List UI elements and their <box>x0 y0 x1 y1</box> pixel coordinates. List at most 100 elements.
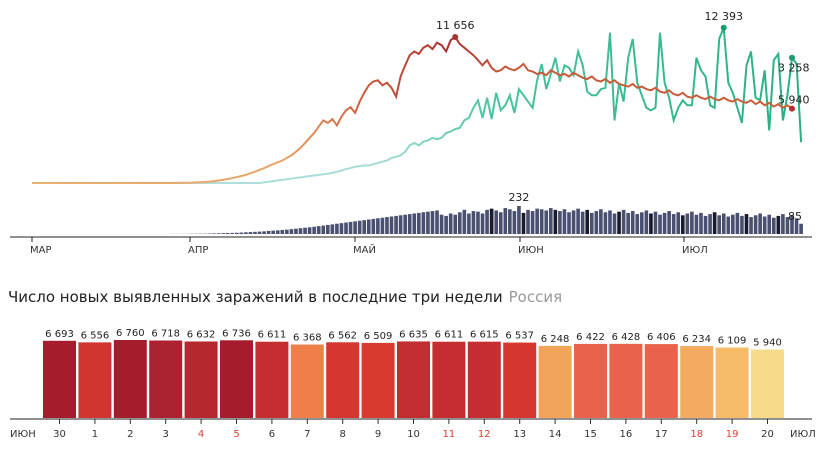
death-bar <box>617 211 621 234</box>
day-label: 3 <box>163 429 169 440</box>
death-bar <box>790 215 794 234</box>
month-end-label: ИЮЛ <box>790 429 816 440</box>
death-bar <box>430 211 435 234</box>
death-bar <box>758 213 762 234</box>
death-bar <box>671 214 676 234</box>
death-bar <box>721 213 726 234</box>
day-label: 5 <box>233 429 239 440</box>
bar-value-label: 6 632 <box>187 329 216 340</box>
death-bar <box>253 231 257 234</box>
death-bar <box>580 211 585 234</box>
bar-value-label: 6 635 <box>399 329 428 340</box>
death-bar <box>376 218 380 234</box>
death-bar <box>426 211 430 234</box>
day-label: 6 <box>269 429 275 440</box>
death-bar <box>357 220 362 234</box>
death-bar <box>508 209 512 234</box>
month-label: МАЙ <box>353 243 376 256</box>
daily-bar <box>715 347 749 418</box>
death-bar <box>726 216 731 234</box>
daily-bar <box>609 343 643 418</box>
label-last-cases: 5 940 <box>778 94 810 107</box>
death-bar <box>471 211 476 234</box>
death-bar <box>435 210 439 234</box>
death-bar <box>753 215 758 234</box>
death-bar <box>225 233 230 234</box>
death-bar <box>503 208 508 234</box>
death-bar <box>239 232 244 234</box>
death-bar <box>266 230 271 234</box>
death-bar <box>335 223 339 234</box>
death-bar <box>312 226 316 234</box>
death-bar <box>307 227 312 234</box>
death-bar <box>626 212 630 234</box>
bar-value-label: 6 760 <box>116 328 145 339</box>
death-bar <box>294 228 298 234</box>
daily-bar <box>113 340 147 418</box>
death-bar <box>799 223 803 234</box>
death-bar <box>421 212 426 234</box>
death-bar <box>762 216 767 234</box>
death-bar <box>703 215 708 234</box>
bar-value-label: 6 248 <box>541 334 570 345</box>
death-bar <box>271 230 276 234</box>
death-bar <box>353 221 357 234</box>
death-bar <box>344 222 348 234</box>
death-bar <box>398 215 403 234</box>
bar-value-label: 6 556 <box>81 330 110 341</box>
death-bar <box>485 209 489 234</box>
death-bar <box>690 211 694 234</box>
death-bar <box>234 232 239 234</box>
bar-value-label: 6 562 <box>328 330 357 341</box>
day-label: 9 <box>375 429 381 440</box>
death-bar <box>498 212 503 234</box>
day-label: 30 <box>53 429 66 440</box>
bar-value-label: 6 615 <box>470 330 499 341</box>
death-bar <box>303 227 307 234</box>
death-bar <box>630 211 635 234</box>
death-bar <box>771 217 776 234</box>
day-label: 14 <box>549 429 562 440</box>
death-bar <box>749 217 753 234</box>
death-bar <box>781 214 785 234</box>
day-label: 20 <box>761 429 774 440</box>
death-bar <box>544 210 549 234</box>
day-label: 19 <box>726 429 739 440</box>
daily-bar <box>255 341 289 418</box>
death-bar <box>216 233 221 234</box>
death-bar <box>685 213 690 234</box>
day-label: 16 <box>620 429 633 440</box>
death-bar <box>221 233 225 234</box>
daily-bar <box>432 341 466 418</box>
death-bar <box>699 212 703 234</box>
daily-bar <box>467 341 501 418</box>
death-bar <box>558 211 562 234</box>
death-bar <box>385 217 389 234</box>
daily-bar <box>220 340 253 418</box>
bar-value-label: 6 234 <box>682 334 711 345</box>
death-bar <box>371 218 376 234</box>
bar-value-label: 6 509 <box>364 331 393 342</box>
death-bar <box>457 212 462 234</box>
bar-value-label: 6 611 <box>258 330 287 341</box>
death-bar <box>275 230 280 234</box>
death-bar <box>599 209 603 234</box>
death-bar <box>244 232 248 234</box>
bar-value-label: 6 422 <box>576 332 605 343</box>
label-last-deaths: 85 <box>788 210 802 223</box>
death-bar <box>526 209 530 234</box>
death-bar <box>330 224 335 234</box>
death-bar <box>676 212 681 234</box>
day-label: 2 <box>127 429 133 440</box>
death-bar <box>635 214 640 234</box>
month-label: МАР <box>30 245 52 256</box>
death-bar <box>362 220 367 234</box>
death-bar <box>280 230 285 234</box>
bar-value-label: 6 736 <box>222 328 251 339</box>
death-bar <box>776 215 781 234</box>
bar-value-label: 6 428 <box>612 332 641 343</box>
death-bar <box>230 232 235 234</box>
death-bar <box>417 212 421 234</box>
bar-value-label: 6 693 <box>45 329 74 340</box>
death-bar <box>621 209 626 234</box>
